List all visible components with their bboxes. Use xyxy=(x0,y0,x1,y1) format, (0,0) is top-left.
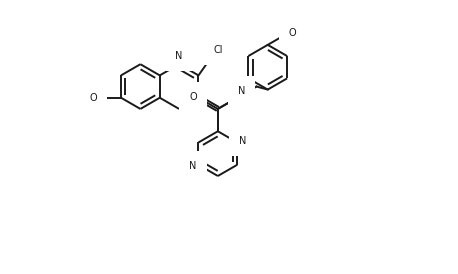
Text: O: O xyxy=(289,28,296,38)
Text: Cl: Cl xyxy=(213,45,223,55)
Text: N: N xyxy=(239,136,246,146)
Text: N: N xyxy=(238,85,245,96)
Text: N: N xyxy=(190,161,197,171)
Text: N: N xyxy=(175,51,183,61)
Text: O: O xyxy=(90,93,98,103)
Text: O: O xyxy=(189,92,197,102)
